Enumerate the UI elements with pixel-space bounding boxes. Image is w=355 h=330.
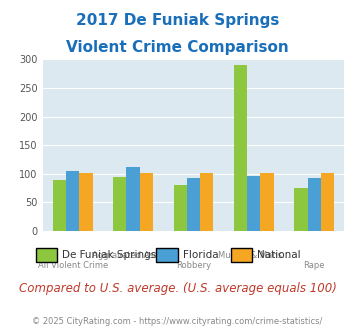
Bar — [294, 188, 307, 231]
Bar — [174, 185, 187, 231]
Text: © 2025 CityRating.com - https://www.cityrating.com/crime-statistics/: © 2025 CityRating.com - https://www.city… — [32, 317, 323, 326]
Bar — [126, 167, 140, 231]
Bar — [66, 171, 80, 231]
Bar — [261, 173, 274, 231]
Text: All Violent Crime: All Violent Crime — [38, 261, 108, 270]
Text: De Funiak Springs: De Funiak Springs — [62, 250, 156, 260]
Bar — [80, 173, 93, 231]
Bar — [321, 173, 334, 231]
Text: Aggravated Assault: Aggravated Assault — [92, 251, 174, 260]
Text: National: National — [257, 250, 301, 260]
Text: Compared to U.S. average. (U.S. average equals 100): Compared to U.S. average. (U.S. average … — [18, 282, 337, 295]
Text: Robbery: Robbery — [176, 261, 211, 270]
Bar — [307, 178, 321, 231]
Bar — [247, 176, 261, 231]
Bar — [53, 180, 66, 231]
Text: Violent Crime Comparison: Violent Crime Comparison — [66, 40, 289, 54]
Bar — [113, 177, 126, 231]
Bar — [234, 65, 247, 231]
Bar — [187, 178, 200, 231]
Text: Florida: Florida — [183, 250, 218, 260]
Text: 2017 De Funiak Springs: 2017 De Funiak Springs — [76, 13, 279, 28]
Text: Rape: Rape — [304, 261, 325, 270]
Text: Murder & Mans...: Murder & Mans... — [218, 251, 290, 260]
Bar — [140, 173, 153, 231]
Bar — [200, 173, 213, 231]
